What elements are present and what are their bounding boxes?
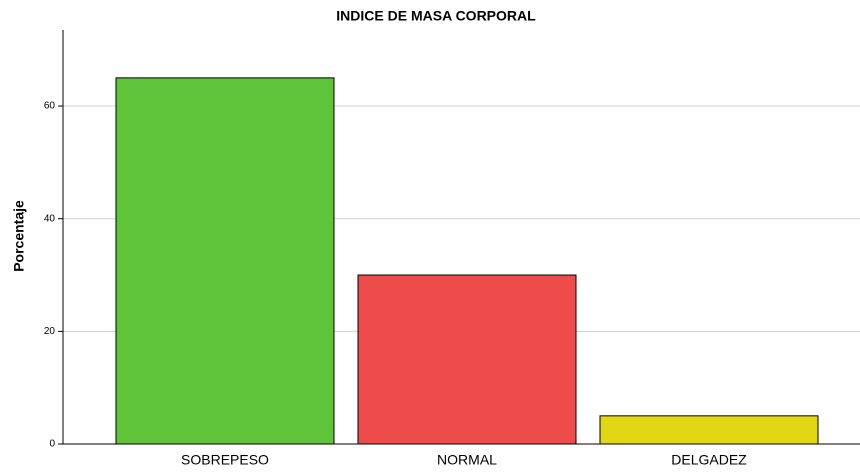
chart-title: INDICE DE MASA CORPORAL (336, 8, 536, 24)
y-axis-label: Porcentaje (11, 200, 27, 272)
y-tick-label: 20 (44, 326, 56, 337)
bar (357, 274, 577, 445)
x-tick-label: SOBREPESO (181, 452, 269, 468)
y-tick-label: 0 (49, 439, 55, 450)
bar (115, 77, 335, 445)
x-tick-label: NORMAL (437, 452, 497, 468)
y-tick-label: 60 (44, 101, 56, 112)
x-tick-label: DELGADEZ (671, 452, 747, 468)
bar (599, 415, 819, 445)
y-tick-label: 40 (44, 213, 56, 224)
